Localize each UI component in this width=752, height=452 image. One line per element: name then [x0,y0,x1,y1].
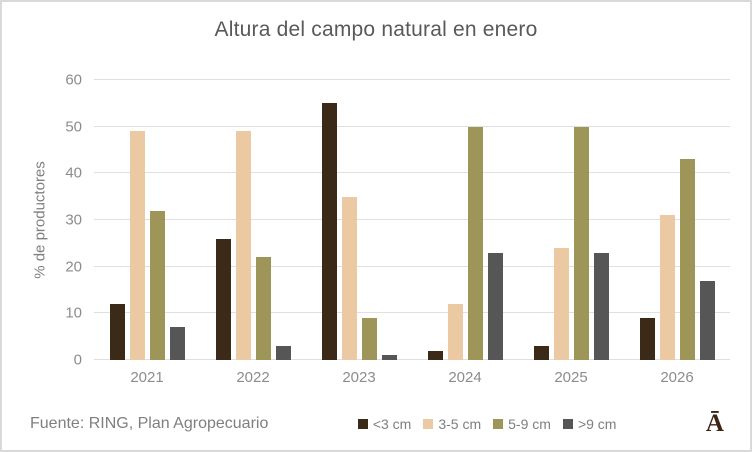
y-tick-label: 60 [65,71,82,89]
bar-group-2021: 2021 [94,80,200,386]
bar-2021-<3 cm [109,304,125,360]
gridline [94,312,730,314]
bar-2024-5-9 cm [467,126,483,360]
y-tick-label: 10 [65,304,82,322]
bar-group-2026: 2026 [624,80,730,386]
x-axis-label: 2025 [554,369,588,386]
logo: Ā [705,410,724,437]
bar-2023-5-9 cm [361,318,377,360]
bar-2021-5-9 cm [149,210,165,360]
x-axis-label: 2023 [342,369,376,386]
x-axis-label: 2022 [236,369,270,386]
legend-item: 3-5 cm [423,416,481,432]
bar-2026->9 cm [699,280,715,360]
x-axis-label: 2021 [130,369,164,386]
bar-2021->9 cm [169,327,185,360]
gridline [94,79,730,80]
bar-2022-3-5 cm [235,131,251,360]
bar-group-2024: 2024 [412,80,518,386]
legend-label: 3-5 cm [438,416,482,432]
chart-title: Altura del campo natural en enero [214,18,538,41]
bar-2022->9 cm [275,346,291,360]
legend-label: <3 cm [372,416,412,432]
bar-2025-5-9 cm [573,126,589,360]
bar-group-2023: 2023 [306,80,412,386]
bar-2025->9 cm [593,252,609,360]
legend-label: 5-9 cm [508,416,551,432]
bar-2023-<3 cm [321,103,337,360]
legend-item: >9 cm [562,416,617,432]
bar-2024-<3 cm [427,350,443,360]
bar-2026-<3 cm [639,318,655,360]
legend-swatch-icon [493,419,504,429]
bar-2026-5-9 cm [679,159,695,360]
source-note: Fuente: RING, Plan Agropecuario [30,415,269,432]
bar-2026-3-5 cm [659,215,675,360]
bar-groups: 2021 2022 2023 2024 2025 2026 [94,80,730,386]
y-axis-title: % de productores [31,161,49,279]
legend: <3 cm 3-5 cm 5-9 cm >9 cm [357,416,617,432]
y-tick-label: 20 [65,258,82,276]
bar-2025-<3 cm [533,346,549,360]
y-tick-label: 40 [65,164,82,182]
gridline [94,265,730,267]
gridline [94,172,730,174]
bar-group-2022: 2022 [200,80,306,386]
gridline [94,219,730,220]
footer: Fuente: RING, Plan Agropecuario <3 cm 3-5… [30,410,724,438]
bar-2023->9 cm [381,355,397,360]
y-tick-label: 0 [73,351,82,369]
legend-item: 5-9 cm [493,416,551,432]
bar-2021-3-5 cm [129,131,145,360]
plot-area: 0 10 20 30 40 50 60 2021 2022 2023 2024 2025 2026 [65,72,730,386]
bar-2022-5-9 cm [255,257,271,360]
bar-2025-3-5 cm [553,248,569,360]
gridline [94,359,730,360]
legend-item: <3 cm [357,416,412,432]
bar-2022-<3 cm [215,238,231,360]
legend-swatch-icon [423,419,434,429]
legend-swatch-icon [357,419,368,429]
legend-swatch-icon [562,419,573,429]
y-tick-label: 30 [65,211,82,229]
x-axis-label: 2024 [448,369,482,386]
bar-group-2025: 2025 [518,80,624,386]
bar-2024->9 cm [487,252,503,360]
x-axis-label: 2026 [660,369,694,386]
gridline [94,125,730,127]
bar-2023-3-5 cm [341,196,357,360]
bar-2024-3-5 cm [447,304,463,360]
y-tick-label: 50 [65,118,82,136]
legend-label: >9 cm [577,416,617,432]
